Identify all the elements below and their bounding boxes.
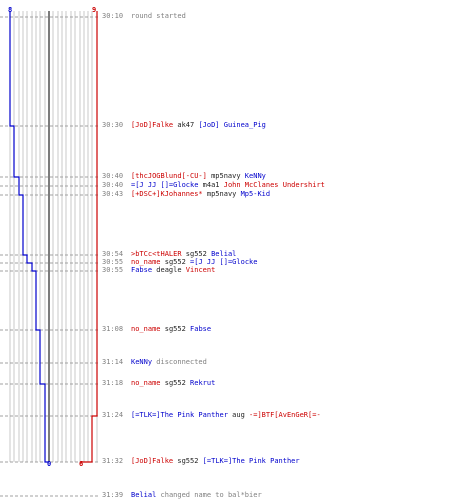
blue-player-name: KeNNy xyxy=(131,358,153,366)
event-text: Fabse deagle Vincent xyxy=(131,266,215,275)
event-detail: m4a1 xyxy=(198,181,224,189)
event-time: 30:43 xyxy=(102,190,124,198)
blue-player-name: [=TLK=]The Pink Panther xyxy=(202,457,300,465)
blue-team-step-line xyxy=(9,11,49,463)
event-text: [+DSC+]KJohannes* mp5navy Mp5-Kid xyxy=(131,190,270,199)
blue-player-name: Belial xyxy=(211,250,237,258)
event-detail: mp5navy xyxy=(202,190,241,198)
event-row: 30:43 [+DSC+]KJohannes* mp5navy Mp5-Kid xyxy=(0,190,450,199)
event-row: 31:18 no_name sg552 Rekrut xyxy=(0,379,450,388)
blue-player-name: [=TLK=]The Pink Panther xyxy=(131,411,228,419)
event-detail: mp5navy xyxy=(206,172,245,180)
event-text: no_name sg552 Rekrut xyxy=(131,379,215,388)
event-text: [JoD]Falke sg552 [=TLK=]The Pink Panther xyxy=(131,457,300,466)
event-time: 31:08 xyxy=(102,325,124,333)
blue-end-count: 0 xyxy=(47,460,52,468)
event-text: >bTCc<tHALER sg552 Belial xyxy=(131,250,236,259)
blue-player-name: Fabse xyxy=(190,325,212,333)
red-player-name: John McClanes Undershirt xyxy=(223,181,325,189)
event-row: 30:40 =[J JJ []=Glocke m4a1 John McClanes… xyxy=(0,181,450,190)
event-detail: sg552 xyxy=(181,250,212,258)
event-row: 30:55 no_name sg552 =[J JJ []=Glocke xyxy=(0,258,450,267)
event-text: no_name sg552 =[J JJ []=Glocke xyxy=(131,258,257,267)
blue-player-name: Belial xyxy=(131,491,157,499)
event-detail: deagle xyxy=(152,266,186,274)
event-time: 30:55 xyxy=(102,258,124,266)
event-text: KeNNy disconnected xyxy=(131,358,207,367)
blue-player-name: =[J JJ []=Glocke xyxy=(131,181,199,189)
event-detail: sg552 xyxy=(160,379,191,387)
event-text: [thcJOGBlund[-CU-] mp5navy KeNNy xyxy=(131,172,266,181)
red-end-count: 6 xyxy=(79,460,84,468)
event-time: 31:32 xyxy=(102,457,124,465)
event-time: 30:40 xyxy=(102,172,124,180)
event-detail: sg552 xyxy=(160,258,191,266)
red-player-name: Vincent xyxy=(185,266,216,274)
event-detail: ak47 xyxy=(173,121,199,129)
event-text: round started xyxy=(131,12,186,21)
red-player-name: no_name xyxy=(131,325,161,333)
red-start-count: 9 xyxy=(92,6,97,14)
red-player-name: >bTCc<tHALER xyxy=(131,250,182,258)
event-time: 30:40 xyxy=(102,181,124,189)
event-row: 30:30 [JoD]Falke ak47 [JoD] Guinea_Pig xyxy=(0,121,450,130)
event-text: Belial changed name to bal*bier xyxy=(131,491,262,500)
red-team-step-line xyxy=(80,11,98,463)
blue-start-count: 8 xyxy=(8,6,13,14)
event-row: 30:55 Fabse deagle Vincent xyxy=(0,266,450,275)
event-detail: aug xyxy=(227,411,250,419)
event-row: 30:40 [thcJOGBlund[-CU-] mp5navy KeNNy xyxy=(0,172,450,181)
event-time: 30:10 xyxy=(102,12,124,20)
event-detail: round started xyxy=(131,12,186,20)
event-detail: disconnected xyxy=(152,358,207,366)
event-row: 31:14 KeNNy disconnected xyxy=(0,358,450,367)
blue-player-name: Mp5-Kid xyxy=(240,190,271,198)
red-player-name: no_name xyxy=(131,258,161,266)
event-detail: sg552 xyxy=(160,325,191,333)
event-time: 31:14 xyxy=(102,358,124,366)
red-player-name: [JoD]Falke xyxy=(131,457,174,465)
event-time: 30:55 xyxy=(102,266,124,274)
red-player-name: no_name xyxy=(131,379,161,387)
blue-player-name: Rekrut xyxy=(190,379,216,387)
red-player-name: [JoD]Falke xyxy=(131,121,174,129)
event-row: 31:39 Belial changed name to bal*bier xyxy=(0,491,450,500)
event-time: 30:30 xyxy=(102,121,124,129)
event-text: no_name sg552 Fabse xyxy=(131,325,211,334)
event-time: 31:18 xyxy=(102,379,124,387)
red-player-name: [+DSC+]KJohannes* xyxy=(131,190,203,198)
event-row: 30:54 >bTCc<tHALER sg552 Belial xyxy=(0,250,450,259)
blue-player-name: [JoD] Guinea_Pig xyxy=(198,121,266,129)
red-player-name: -=]BTF[AvEnGeR[=- xyxy=(249,411,321,419)
event-detail: changed name to bal*bier xyxy=(156,491,262,499)
event-row: 31:08 no_name sg552 Fabse xyxy=(0,325,450,334)
event-text: [=TLK=]The Pink Panther aug -=]BTF[AvEnG… xyxy=(131,411,321,420)
event-row: 31:24 [=TLK=]The Pink Panther aug -=]BTF[… xyxy=(0,411,450,420)
event-time: 30:54 xyxy=(102,250,124,258)
event-row: 30:10 round started xyxy=(0,12,450,21)
event-time: 31:39 xyxy=(102,491,124,499)
blue-player-name: =[J JJ []=Glocke xyxy=(190,258,258,266)
event-row: 31:32 [JoD]Falke sg552 [=TLK=]The Pink Pa… xyxy=(0,457,450,466)
red-player-name: [thcJOGBlund[-CU-] xyxy=(131,172,207,180)
event-detail: sg552 xyxy=(173,457,203,465)
blue-player-name: KeNNy xyxy=(244,172,266,180)
blue-player-name: Fabse xyxy=(131,266,153,274)
event-text: [JoD]Falke ak47 [JoD] Guinea_Pig xyxy=(131,121,266,130)
event-time: 31:24 xyxy=(102,411,124,419)
event-text: =[J JJ []=Glocke m4a1 John McClanes Unde… xyxy=(131,181,325,190)
